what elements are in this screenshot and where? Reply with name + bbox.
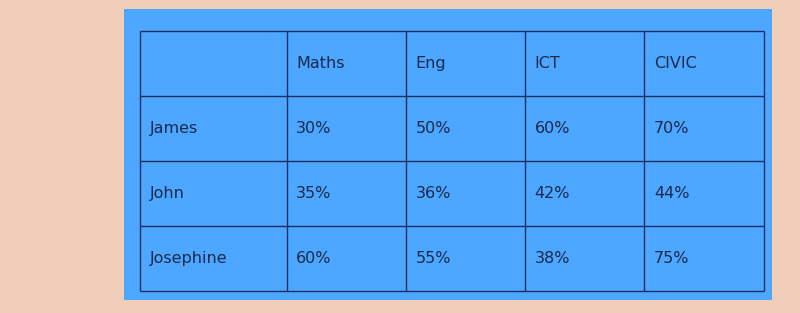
- Text: 36%: 36%: [415, 186, 450, 201]
- Text: 38%: 38%: [534, 251, 570, 266]
- Text: 60%: 60%: [534, 121, 570, 136]
- FancyBboxPatch shape: [124, 9, 772, 300]
- Text: Eng: Eng: [415, 56, 446, 71]
- Text: 42%: 42%: [534, 186, 570, 201]
- Text: Josephine: Josephine: [150, 251, 227, 266]
- Text: 75%: 75%: [654, 251, 690, 266]
- Text: 70%: 70%: [654, 121, 690, 136]
- Text: Maths: Maths: [296, 56, 345, 71]
- Text: 60%: 60%: [296, 251, 332, 266]
- Text: 50%: 50%: [415, 121, 451, 136]
- Text: 35%: 35%: [296, 186, 332, 201]
- Text: John: John: [150, 186, 185, 201]
- Text: 30%: 30%: [296, 121, 332, 136]
- Text: CIVIC: CIVIC: [654, 56, 697, 71]
- Text: James: James: [150, 121, 198, 136]
- Text: ICT: ICT: [534, 56, 560, 71]
- Text: 55%: 55%: [415, 251, 451, 266]
- Text: 44%: 44%: [654, 186, 690, 201]
